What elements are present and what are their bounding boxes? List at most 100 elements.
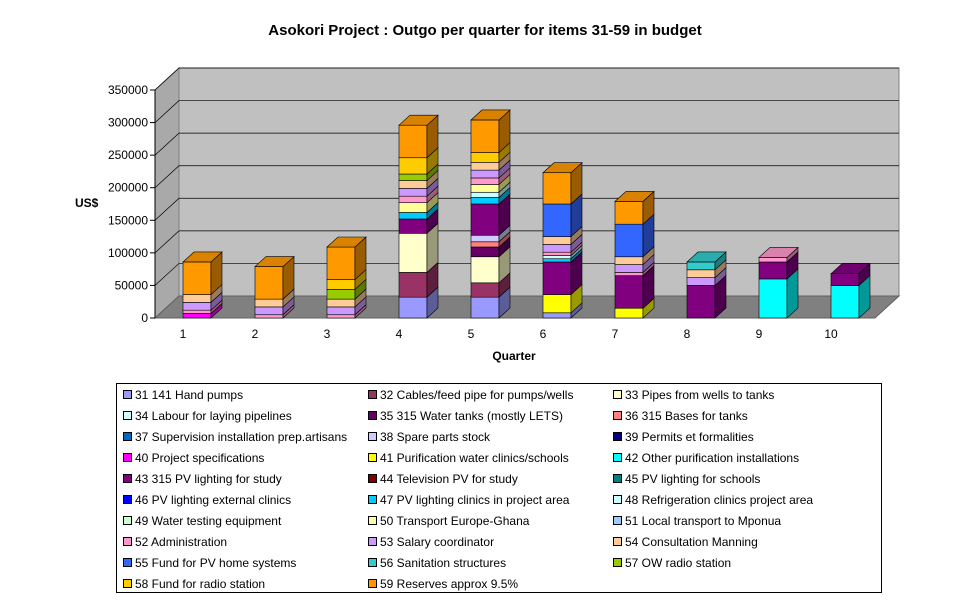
bar-face xyxy=(542,294,572,314)
bar-face xyxy=(542,251,572,256)
legend-swatch xyxy=(368,537,377,547)
legend-swatch xyxy=(368,474,377,484)
bar-face xyxy=(326,279,356,290)
bar-face xyxy=(398,180,428,189)
bar-face xyxy=(614,275,644,309)
legend-label: 37 Supervision installation prep.artisan… xyxy=(135,430,348,444)
legend-label: 41 Purification water clinics/schools xyxy=(380,451,569,465)
legend-item: 56 Sanitation structures xyxy=(368,556,506,570)
legend-item: 36 315 Bases for tanks xyxy=(613,409,748,423)
legend-item: 57 OW radio station xyxy=(613,556,731,570)
y-tick-label: 0 xyxy=(141,311,148,325)
legend-label: 48 Refrigeration clinics project area xyxy=(625,493,814,507)
bar-face xyxy=(470,203,500,236)
bar-face xyxy=(398,195,428,203)
bar-segment xyxy=(398,222,439,274)
legend-swatch xyxy=(368,453,377,463)
bar-face xyxy=(326,306,356,316)
bar-face xyxy=(254,298,284,308)
legend-swatch xyxy=(613,495,622,505)
legend-item: 50 Transport Europe-Ghana xyxy=(368,514,529,528)
bar-segment xyxy=(542,251,583,296)
bar-face xyxy=(614,256,644,265)
bar-face xyxy=(326,314,356,319)
legend-label: 59 Reserves approx 9.5% xyxy=(380,577,519,591)
bar-face xyxy=(614,272,644,276)
legend-swatch xyxy=(613,390,622,400)
legend-item: 40 Project specifications xyxy=(123,451,264,465)
legend: 31 141 Hand pumps 32 Cables/feed pipe for… xyxy=(116,383,882,593)
legend-item: 59 Reserves approx 9.5% xyxy=(368,577,518,591)
gridline xyxy=(154,132,899,156)
legend-label: 57 OW radio station xyxy=(625,556,732,570)
x-tick-label: 10 xyxy=(824,327,838,341)
legend-swatch xyxy=(368,411,377,421)
x-tick-label: 3 xyxy=(324,327,331,341)
x-tick-label: 9 xyxy=(756,327,763,341)
bar-face xyxy=(470,119,500,153)
bar-top xyxy=(182,251,223,263)
legend-item: 54 Consultation Manning xyxy=(613,535,758,549)
bar-top xyxy=(326,236,367,248)
bar-face xyxy=(542,255,572,260)
bar-face xyxy=(542,172,572,205)
x-tick-label: 6 xyxy=(540,327,547,341)
y-tick-label: 100000 xyxy=(108,246,148,260)
legend-swatch xyxy=(613,432,622,442)
x-tick-label: 4 xyxy=(396,327,403,341)
bar-face xyxy=(614,201,644,225)
bar-segment xyxy=(542,162,583,205)
bar-face xyxy=(470,256,500,284)
chart-title: Asokori Project : Outgo per quarter for … xyxy=(268,22,702,39)
legend-item: 37 Supervision installation prep.artisan… xyxy=(123,430,347,444)
legend-item: 31 141 Hand pumps xyxy=(123,388,243,402)
legend-item: 35 315 Water tanks (mostly LETS) xyxy=(368,409,563,423)
side-wall xyxy=(154,66,180,320)
x-axis-ticks: 1 2 3 4 5 6 7 8 9 10 xyxy=(180,327,838,341)
legend-label: 45 PV lighting for schools xyxy=(625,472,761,486)
legend-item: 52 Administration xyxy=(123,535,227,549)
y-axis-title: US$ xyxy=(75,196,99,210)
legend-swatch xyxy=(123,474,132,484)
bar-face xyxy=(614,264,644,273)
legend-label: 42 Other purification installations xyxy=(625,451,800,465)
legend-swatch xyxy=(613,474,622,484)
bar-face xyxy=(470,197,500,205)
bar-segment xyxy=(758,251,799,280)
bar-top xyxy=(398,114,439,126)
gridline xyxy=(154,165,899,188)
x-tick-label: 8 xyxy=(684,327,691,341)
legend-swatch xyxy=(368,516,377,526)
legend-label: 47 PV lighting clinics in project area xyxy=(380,493,570,507)
legend-label: 40 Project specifications xyxy=(135,451,265,465)
x-tick-label: 5 xyxy=(468,327,475,341)
bar-face xyxy=(398,173,428,181)
y-tick-label: 50000 xyxy=(115,278,149,292)
legend-item: 55 Fund for PV home systems xyxy=(123,556,296,570)
legend-swatch xyxy=(368,390,377,400)
bar-segment xyxy=(614,264,655,309)
bar-face xyxy=(470,177,500,185)
bar-face xyxy=(470,241,500,248)
bars xyxy=(182,109,871,319)
bar-face xyxy=(758,261,788,280)
bar-face xyxy=(542,258,572,263)
bar-face xyxy=(182,302,212,311)
bar-face xyxy=(398,157,428,175)
bar-face xyxy=(398,124,428,159)
x-tick-label: 7 xyxy=(612,327,619,341)
legend-label: 44 Television PV for study xyxy=(380,472,518,486)
bar-face xyxy=(470,234,500,243)
bar-face xyxy=(542,312,572,319)
legend-label: 36 315 Bases for tanks xyxy=(625,409,748,423)
legend-item: 58 Fund for radio station xyxy=(123,577,265,591)
bar-face xyxy=(398,233,428,273)
legend-swatch xyxy=(613,453,622,463)
bar-top xyxy=(542,162,583,174)
bar-face xyxy=(254,306,284,316)
legend-swatch xyxy=(123,558,132,568)
legend-item: 51 Local transport to Mponua xyxy=(613,514,781,528)
bar-face xyxy=(542,261,572,295)
bar-face xyxy=(326,289,356,300)
legend-item: 34 Labour for laying pipelines xyxy=(123,409,292,423)
